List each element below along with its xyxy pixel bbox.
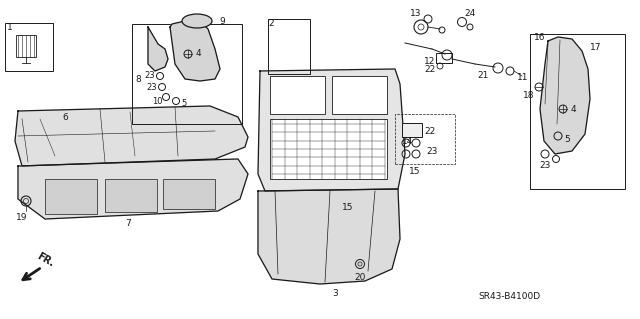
- Bar: [268, 19, 310, 74]
- Text: 23: 23: [147, 83, 157, 92]
- Bar: [270, 76, 325, 114]
- Text: 8: 8: [135, 75, 141, 84]
- Bar: [5, 23, 53, 71]
- Bar: [402, 123, 422, 137]
- Text: FR.: FR.: [35, 251, 56, 269]
- Text: 10: 10: [152, 97, 163, 106]
- Ellipse shape: [182, 14, 212, 28]
- Polygon shape: [170, 21, 220, 81]
- Bar: [530, 34, 625, 189]
- Polygon shape: [258, 69, 405, 191]
- Bar: [45, 179, 97, 214]
- Text: SR43-B4100D: SR43-B4100D: [478, 292, 540, 301]
- Polygon shape: [540, 37, 590, 154]
- Text: 3: 3: [332, 290, 338, 299]
- Text: 14: 14: [403, 137, 413, 145]
- Text: 5: 5: [564, 135, 570, 144]
- Text: 24: 24: [465, 10, 476, 19]
- Text: 4: 4: [570, 105, 576, 114]
- Bar: [436, 53, 452, 63]
- Text: 23: 23: [145, 71, 156, 80]
- Bar: [332, 76, 387, 114]
- Polygon shape: [15, 106, 248, 166]
- Bar: [105, 179, 157, 212]
- Text: 15: 15: [409, 167, 420, 175]
- Text: 23: 23: [426, 146, 438, 155]
- Text: 19: 19: [16, 212, 28, 221]
- Bar: [132, 24, 242, 124]
- Text: 13: 13: [410, 9, 422, 18]
- Text: 6: 6: [62, 113, 68, 122]
- Text: 22: 22: [424, 127, 436, 136]
- Bar: [163, 179, 215, 209]
- Text: 20: 20: [355, 272, 365, 281]
- Text: 4: 4: [195, 49, 201, 58]
- Polygon shape: [258, 189, 400, 284]
- Text: 11: 11: [517, 73, 529, 83]
- Text: 1: 1: [7, 24, 13, 33]
- Bar: [16, 35, 36, 57]
- Text: 21: 21: [477, 70, 489, 79]
- Text: 17: 17: [590, 42, 602, 51]
- Bar: [270, 119, 387, 179]
- Text: 15: 15: [342, 203, 354, 211]
- Text: 16: 16: [534, 33, 546, 41]
- Text: 23: 23: [540, 161, 550, 170]
- Text: 12: 12: [424, 56, 436, 65]
- Polygon shape: [148, 27, 168, 71]
- Text: 9: 9: [219, 17, 225, 26]
- Polygon shape: [18, 159, 248, 219]
- Bar: [395, 114, 455, 164]
- Text: 22: 22: [424, 64, 436, 73]
- Text: 5: 5: [181, 99, 187, 108]
- Text: 7: 7: [125, 219, 131, 228]
- Text: 18: 18: [524, 91, 535, 100]
- Text: 2: 2: [268, 19, 274, 28]
